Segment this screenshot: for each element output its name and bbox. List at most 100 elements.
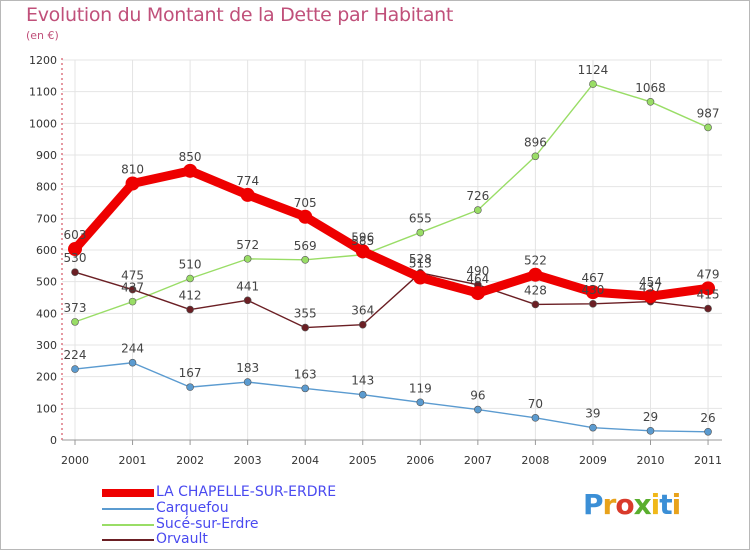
data-point-orvault (243, 296, 252, 305)
data-label-la-chapelle-sur-erdre: 850 (179, 150, 202, 164)
data-label-carquefou: 70 (528, 397, 543, 411)
x-tick-label: 2008 (521, 454, 549, 467)
logo-letter: x (633, 488, 652, 521)
data-point-orvault (186, 305, 194, 314)
data-point-la-chapelle-sur-erdre (240, 187, 255, 202)
data-label-suc-sur-erdre: 987 (697, 106, 720, 120)
series-line-la-chapelle-sur-erdre (70, 166, 713, 301)
legend-swatch (102, 508, 154, 510)
data-point-carquefou (301, 384, 310, 393)
data-label-la-chapelle-sur-erdre: 810 (121, 163, 144, 177)
data-label-carquefou: 39 (585, 407, 600, 421)
data-point-carquefou (646, 427, 655, 435)
data-point-la-chapelle-sur-erdre (643, 289, 658, 304)
data-label-la-chapelle-sur-erdre: 464 (466, 272, 489, 286)
data-point-la-chapelle-sur-erdre (183, 163, 198, 178)
x-tick-label: 2009 (579, 454, 607, 467)
data-point-suc-sur-erdre (186, 274, 194, 283)
legend-swatch (102, 489, 154, 497)
data-point-suc-sur-erdre (589, 80, 597, 88)
data-point-orvault (71, 268, 79, 276)
data-label-suc-sur-erdre: 726 (466, 189, 489, 203)
y-tick-label: 1000 (29, 117, 57, 130)
data-point-carquefou (71, 365, 79, 373)
x-tick-label: 2000 (61, 454, 89, 467)
data-label-carquefou: 167 (179, 366, 202, 380)
x-tick-label: 2006 (406, 454, 434, 467)
data-label-la-chapelle-sur-erdre: 454 (639, 275, 662, 289)
x-tick-label: 2003 (234, 454, 262, 467)
data-point-orvault (301, 323, 310, 332)
data-label-la-chapelle-sur-erdre: 522 (524, 254, 547, 268)
data-point-la-chapelle-sur-erdre (355, 244, 370, 259)
y-tick-label: 800 (36, 181, 57, 194)
proxiti-logo: Proxiti (583, 488, 682, 521)
data-label-orvault: 415 (697, 288, 720, 302)
data-point-la-chapelle-sur-erdre (585, 285, 600, 300)
legend-label: LA CHAPELLE-SUR-ERDRE (156, 484, 337, 500)
legend-label: Sucé-sur-Erdre (156, 516, 259, 532)
data-label-suc-sur-erdre: 1068 (635, 81, 666, 95)
y-tick-label: 0 (50, 434, 57, 447)
data-point-carquefou (474, 405, 482, 414)
logo-letter: t (659, 488, 672, 521)
data-label-suc-sur-erdre: 569 (294, 239, 317, 253)
data-point-carquefou (416, 398, 425, 407)
data-label-orvault: 475 (121, 269, 144, 283)
data-point-carquefou (243, 378, 252, 386)
data-label-orvault: 364 (351, 304, 374, 318)
data-label-orvault: 441 (236, 279, 259, 293)
data-label-carquefou: 119 (409, 381, 432, 395)
y-tick-label: 1100 (29, 86, 57, 99)
series-line-suc-sur-erdre (74, 83, 709, 323)
x-tick-label: 2002 (176, 454, 204, 467)
data-point-la-chapelle-sur-erdre (413, 270, 428, 285)
x-tick-label: 2004 (291, 454, 319, 467)
data-point-orvault (704, 304, 712, 313)
data-point-suc-sur-erdre (704, 123, 712, 132)
series-line-orvault (74, 271, 709, 329)
x-tick-label: 2011 (694, 454, 722, 467)
data-point-carquefou (704, 427, 712, 436)
y-tick-label: 200 (36, 371, 57, 384)
data-point-la-chapelle-sur-erdre (470, 286, 485, 301)
data-point-suc-sur-erdre (71, 318, 79, 326)
data-label-carquefou: 163 (294, 367, 317, 381)
data-point-suc-sur-erdre (474, 206, 482, 214)
data-point-orvault (531, 300, 540, 309)
data-label-carquefou: 224 (64, 348, 87, 362)
data-label-orvault: 528 (409, 252, 432, 266)
legend-label: Carquefou (156, 500, 229, 516)
data-point-orvault (128, 285, 137, 294)
logo-letter: i (650, 488, 661, 521)
data-label-suc-sur-erdre: 1124 (578, 63, 609, 77)
data-label-suc-sur-erdre: 373 (64, 301, 87, 315)
y-tick-label: 100 (36, 402, 57, 415)
data-label-orvault: 437 (639, 281, 662, 295)
data-label-orvault: 428 (524, 283, 547, 297)
data-label-carquefou: 183 (236, 361, 259, 375)
legend-label: Orvault (156, 531, 208, 547)
data-label-la-chapelle-sur-erdre: 467 (581, 271, 604, 285)
data-label-suc-sur-erdre: 896 (524, 135, 547, 149)
y-tick-label: 600 (36, 244, 57, 257)
logo-letter: i (671, 488, 682, 521)
data-point-suc-sur-erdre (646, 98, 655, 106)
data-label-orvault: 412 (179, 289, 202, 303)
x-tick-label: 2005 (349, 454, 377, 467)
data-label-carquefou: 29 (643, 410, 658, 424)
chart-subtitle: (en €) (26, 29, 59, 42)
data-label-suc-sur-erdre: 437 (121, 281, 144, 295)
data-label-la-chapelle-sur-erdre: 603 (64, 228, 87, 242)
data-point-carquefou (186, 383, 194, 391)
data-point-la-chapelle-sur-erdre (701, 281, 716, 296)
logo-letter: r (602, 488, 617, 521)
data-point-la-chapelle-sur-erdre (528, 267, 543, 282)
data-label-la-chapelle-sur-erdre: 774 (236, 174, 259, 188)
data-label-la-chapelle-sur-erdre: 513 (409, 257, 432, 271)
data-label-orvault: 490 (466, 264, 489, 278)
y-tick-label: 700 (36, 212, 57, 225)
y-tick-label: 900 (36, 149, 57, 162)
logo-letter: P (583, 488, 604, 521)
